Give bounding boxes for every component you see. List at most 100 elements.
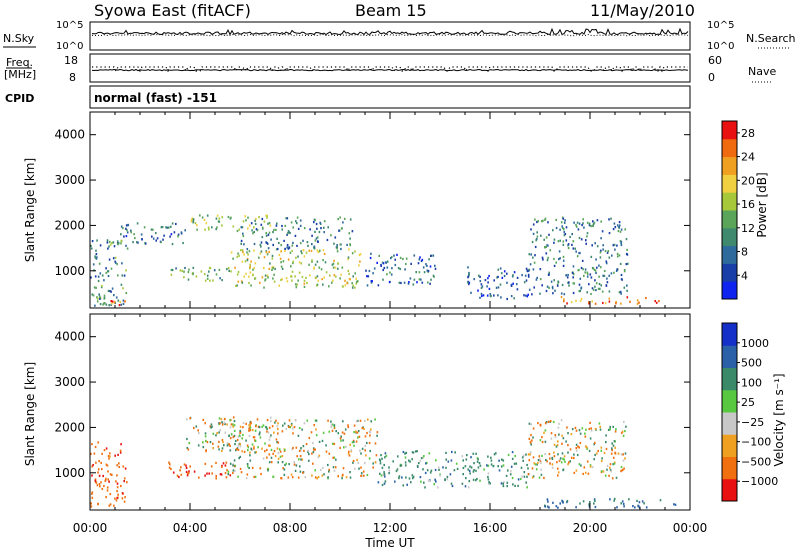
echo-cell (477, 466, 480, 469)
echo-cell (531, 476, 534, 479)
echo-cell (559, 239, 561, 242)
echo-cell (277, 457, 280, 460)
beam-label: Beam 15 (355, 1, 427, 20)
echo-cell (606, 277, 608, 280)
echo-cell (548, 506, 550, 509)
echo-cell (282, 260, 285, 263)
echo-cell (101, 452, 103, 455)
echo-cell (263, 256, 266, 259)
echo-cell (562, 259, 565, 262)
echo-cell (220, 473, 223, 476)
echo-cell (364, 449, 366, 452)
echo-cell (106, 486, 109, 489)
echo-cell (434, 478, 436, 481)
echo-cell (175, 267, 177, 270)
echo-cell (116, 464, 118, 467)
echo-cell (103, 279, 105, 282)
echo-cell (125, 227, 127, 230)
echo-cell (384, 456, 386, 459)
echo-cell (624, 452, 627, 455)
echo-cell (339, 216, 341, 219)
echo-cell (126, 481, 128, 484)
echo-cell (112, 257, 115, 260)
echo-cell (316, 260, 319, 263)
echo-cell (279, 450, 282, 453)
echo-cell (388, 466, 390, 469)
y-tick-label: 2000 (54, 218, 85, 232)
echo-cell (505, 474, 508, 477)
echo-cell (562, 255, 565, 258)
echo-cell (215, 228, 217, 231)
echo-cell (292, 226, 294, 229)
echo-cell (415, 450, 417, 453)
echo-cell (528, 459, 531, 462)
echo-cell (287, 476, 290, 479)
echo-cell (550, 437, 553, 440)
echo-cell (430, 469, 433, 472)
echo-cell (294, 419, 297, 422)
echo-cell (305, 276, 307, 279)
echo-cell (612, 444, 615, 447)
echo-cell (558, 250, 561, 253)
echo-cell (314, 469, 316, 472)
echo-cell (497, 286, 500, 289)
echo-cell (229, 419, 231, 422)
echo-cell (570, 456, 573, 459)
echo-cell (606, 281, 609, 284)
echo-cell (269, 416, 272, 419)
echo-cell (355, 282, 358, 285)
echo-cell (91, 474, 93, 477)
echo-cell (117, 274, 119, 277)
echo-cell (594, 279, 596, 282)
echo-cell (234, 266, 236, 269)
echo-cell (232, 423, 234, 426)
echo-cell (348, 272, 350, 275)
echo-cell (250, 421, 252, 424)
echo-cell (303, 282, 306, 285)
echo-cell (620, 273, 623, 277)
echo-cell (306, 419, 309, 422)
echo-cell (314, 276, 317, 279)
echo-cell (253, 242, 256, 246)
echo-cell (599, 251, 602, 254)
echo-cell (625, 263, 628, 266)
echo-cell (544, 440, 547, 443)
echo-cell (206, 274, 209, 277)
title: Syowa East (fitACF) (94, 1, 251, 20)
nsearch-trace (91, 33, 689, 37)
echo-cell (428, 258, 430, 261)
colorbar-tick-label: −100 (741, 436, 771, 449)
y-tick-label: 4000 (54, 128, 85, 142)
echo-cell (537, 422, 539, 425)
echo-cell (486, 294, 489, 297)
echo-cell (342, 439, 344, 442)
echo-cell (263, 286, 265, 289)
echo-cell (473, 469, 475, 472)
echo-cell (253, 226, 255, 229)
echo-cell (442, 466, 444, 469)
echo-cell (187, 271, 190, 274)
echo-cell (406, 483, 408, 486)
echo-cell (204, 432, 207, 435)
echo-cell (340, 435, 342, 438)
echo-cell (590, 292, 592, 296)
echo-cell (308, 453, 310, 456)
echo-cell (528, 422, 531, 425)
echo-cell (610, 452, 613, 455)
echo-cell (265, 425, 267, 429)
echo-cell (289, 231, 291, 235)
echo-cell (674, 503, 677, 506)
echo-cell (195, 275, 198, 278)
echo-cell (222, 462, 225, 465)
echo-cell (292, 241, 294, 244)
echo-cell (604, 249, 607, 253)
echo-cell (533, 462, 536, 465)
echo-cell (595, 271, 597, 275)
echo-cell (186, 472, 189, 475)
echo-cell (334, 266, 337, 269)
echo-cell (427, 269, 430, 273)
echo-cell (255, 451, 257, 454)
echo-cell (244, 215, 246, 218)
echo-cell (621, 469, 624, 472)
echo-cell (538, 476, 541, 479)
